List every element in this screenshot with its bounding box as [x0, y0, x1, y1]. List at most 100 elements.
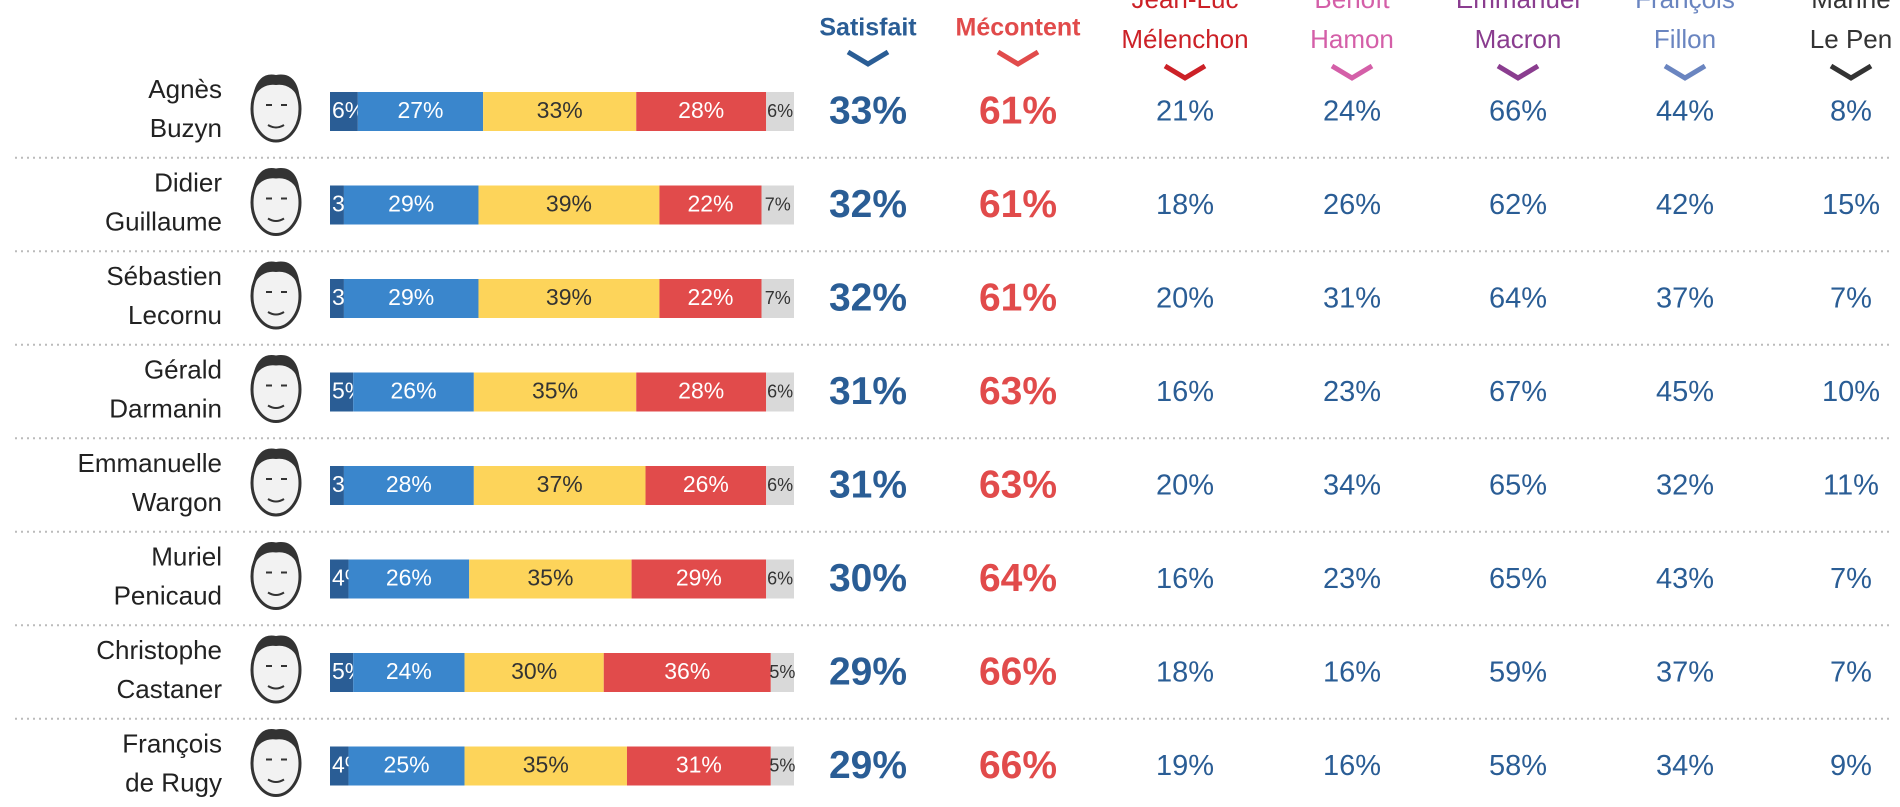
portrait-face	[266, 197, 287, 222]
header-label: Emmanuel	[1456, 0, 1580, 14]
score: 64%	[979, 557, 1057, 600]
bar-segment	[766, 92, 794, 131]
portrait-hair	[252, 74, 300, 101]
bar-segment	[330, 372, 354, 412]
portrait-face	[266, 384, 287, 409]
chevron	[1496, 63, 1540, 81]
bar-segment	[330, 559, 349, 599]
bar-segment	[464, 653, 604, 692]
segment-label: 31%	[676, 752, 722, 778]
person-name: Sébastien	[106, 261, 222, 291]
header-label: Mécontent	[956, 14, 1082, 42]
score: 8%	[1830, 96, 1872, 128]
bar-segment	[626, 746, 771, 786]
portrait-face	[266, 571, 287, 596]
segment-label: 29%	[388, 284, 434, 310]
bar-segment	[478, 185, 660, 225]
bar-segment	[761, 185, 794, 225]
score: 67%	[1489, 376, 1547, 408]
score: 7%	[1830, 657, 1872, 689]
score: 24%	[1323, 96, 1381, 128]
segment-label: 6%	[767, 568, 793, 588]
segment-label: 24%	[386, 658, 432, 684]
bar-segment	[330, 746, 349, 786]
bar-segment	[330, 185, 344, 225]
header-label: François	[1635, 0, 1735, 14]
score: 63%	[979, 463, 1057, 506]
score: 30%	[829, 557, 907, 600]
score: 20%	[1156, 283, 1214, 315]
bar-segment	[761, 279, 794, 318]
portrait-hair	[252, 168, 300, 195]
score: 64%	[1489, 283, 1547, 315]
segment-label: 26%	[390, 378, 436, 404]
person-name: Gérald	[144, 354, 222, 384]
bar-segment	[330, 92, 358, 131]
bar-segment	[636, 372, 767, 412]
bar-segment	[483, 92, 637, 131]
score: 58%	[1489, 750, 1547, 782]
portrait-hair	[252, 635, 300, 662]
bar-segment	[766, 466, 794, 505]
segment-label: 25%	[384, 752, 430, 778]
score: 31%	[829, 463, 907, 506]
chevron	[846, 49, 890, 67]
segment-label: 26%	[683, 471, 729, 497]
score: 18%	[1156, 189, 1214, 221]
score: 66%	[979, 650, 1057, 693]
score: 43%	[1656, 563, 1714, 595]
chevron	[1163, 63, 1207, 81]
score: 34%	[1656, 750, 1714, 782]
segment-label: 5%	[769, 662, 795, 682]
header-label: Le Pen	[1810, 24, 1892, 54]
bar-segment	[357, 92, 484, 131]
score: 18%	[1156, 657, 1214, 689]
portrait-face	[266, 291, 287, 316]
score: 20%	[1156, 470, 1214, 502]
score: 59%	[1489, 657, 1547, 689]
segment-label: 29%	[388, 191, 434, 217]
bar-segment	[348, 746, 465, 786]
segment-label: 28%	[678, 378, 724, 404]
bar-segment	[473, 372, 637, 412]
score: 62%	[1489, 189, 1547, 221]
score: 37%	[1656, 283, 1714, 315]
segment-label: 22%	[687, 191, 733, 217]
person-name: Emmanuelle	[77, 448, 222, 478]
score: 9%	[1830, 750, 1872, 782]
segment-label: 28%	[678, 97, 724, 123]
score: 61%	[979, 183, 1057, 226]
person-name: Lecornu	[128, 300, 222, 330]
bar-segment	[766, 559, 794, 599]
segment-label: 7%	[765, 288, 791, 308]
bar-segment	[478, 279, 660, 318]
score: 19%	[1156, 750, 1214, 782]
score: 31%	[829, 370, 907, 413]
score: 63%	[979, 370, 1057, 413]
portrait-hair	[252, 448, 300, 475]
score: 44%	[1656, 96, 1714, 128]
bar-segment	[659, 185, 762, 225]
segment-label: 35%	[523, 752, 569, 778]
segment-label: 29%	[676, 565, 722, 591]
bar-segment	[770, 746, 794, 786]
score: 33%	[829, 89, 907, 132]
header-label: Mélenchon	[1121, 24, 1248, 54]
score: 7%	[1830, 283, 1872, 315]
person-name: Buzyn	[150, 113, 222, 143]
segment-label: 39%	[546, 191, 592, 217]
person-name: Guillaume	[105, 206, 222, 236]
header-label: Benoît	[1314, 0, 1390, 14]
bar-segment	[469, 559, 632, 599]
score: 66%	[979, 744, 1057, 787]
bar-segment	[343, 279, 479, 318]
bar-segment	[770, 653, 794, 692]
segment-label: 7%	[765, 194, 791, 214]
score: 23%	[1323, 563, 1381, 595]
score: 21%	[1156, 96, 1214, 128]
person-name: Darmanin	[109, 393, 222, 423]
score: 65%	[1489, 470, 1547, 502]
person-name: François	[122, 728, 222, 758]
score: 10%	[1822, 376, 1880, 408]
